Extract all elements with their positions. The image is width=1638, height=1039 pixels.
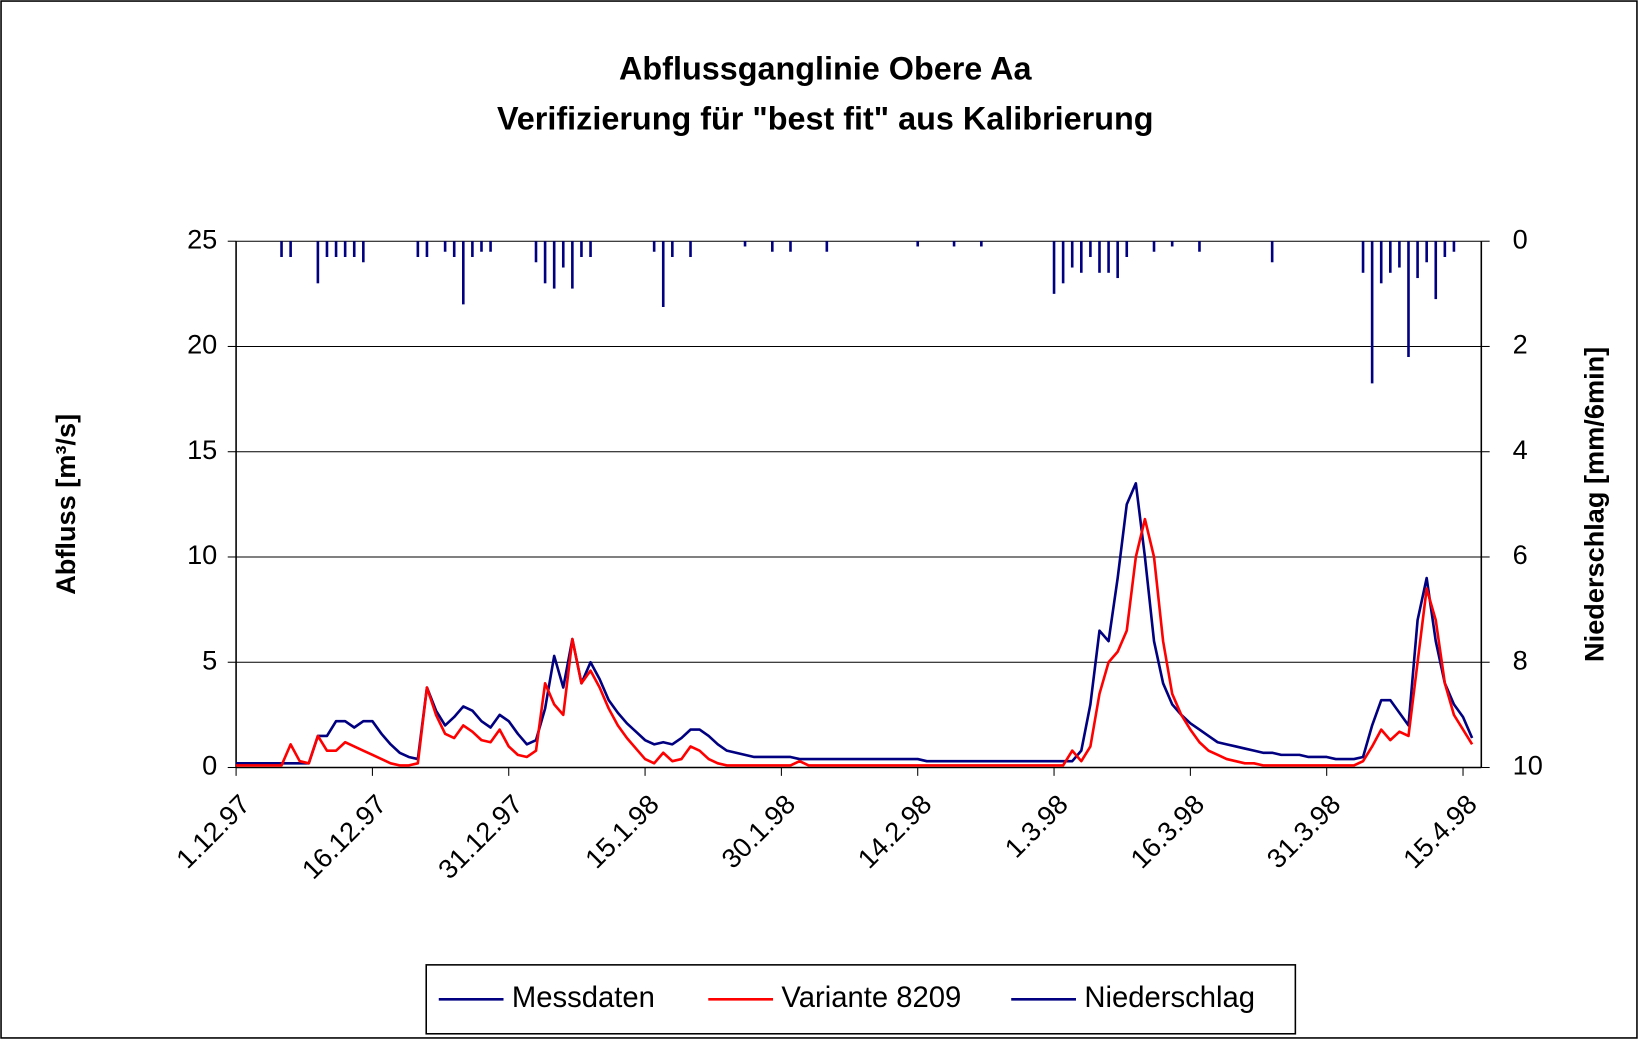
y2-tick-label: 2 [1513, 329, 1528, 360]
y2-tick-label: 0 [1513, 223, 1528, 254]
y2-tick-label: 10 [1513, 750, 1543, 781]
y-tick-label: 5 [202, 644, 217, 675]
y2-tick-label: 4 [1513, 434, 1528, 465]
series-line [236, 482, 1474, 765]
y-tick-label: 25 [187, 223, 217, 254]
y-tick-label: 20 [187, 329, 217, 360]
legend-label: Messdaten [512, 982, 655, 1014]
y-tick-label: 15 [187, 434, 217, 465]
y2-tick-label: 8 [1513, 644, 1528, 675]
legend-box [425, 964, 1297, 1035]
y-tick-label: 10 [187, 539, 217, 570]
y-tick-label: 0 [202, 750, 217, 781]
chart-title: Abflussganglinie Obere Aa [619, 51, 1032, 87]
y2-axis-label: Niederschlag [mm/6min] [1578, 347, 1609, 662]
legend-label: Variante 8209 [781, 982, 961, 1014]
y2-tick-label: 6 [1513, 539, 1528, 570]
legend-label: Niederschlag [1084, 982, 1255, 1014]
y-axis-label: Abfluss [m³/s] [50, 414, 81, 595]
series-line [236, 517, 1474, 767]
chart-subtitle: Verifizierung für "best fit" aus Kalibri… [497, 101, 1154, 137]
